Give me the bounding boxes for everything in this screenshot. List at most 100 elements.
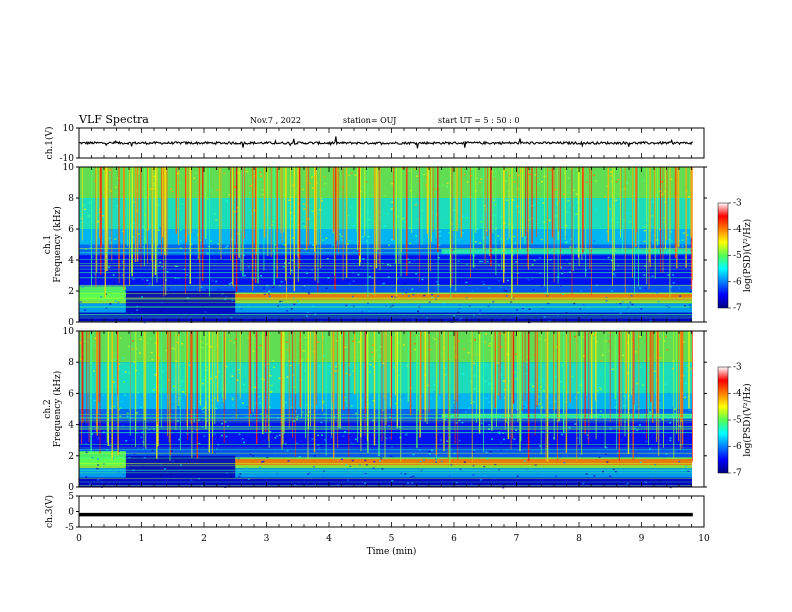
ch1-spectrogram-panel-speckle	[340, 235, 343, 238]
ch1-spectrogram-panel-speckle	[554, 215, 557, 217]
ch1-spectrogram-panel-speckle	[633, 314, 636, 317]
ch1-spectrogram-panel-speckle	[362, 223, 365, 225]
ch2-spectrogram-panel-speckle	[593, 409, 596, 412]
ch1-spectrogram-panel-speckle	[579, 308, 582, 310]
ch2-spectrogram-panel-speckle	[488, 342, 491, 345]
ch2-spectrogram-panel-speckle	[502, 430, 505, 432]
ch1-spectrogram-panel-speckle	[438, 231, 441, 233]
ch1-spectrogram-panel-speckle	[368, 275, 371, 278]
ch1-spectrogram-panel-speckle	[678, 287, 681, 289]
ch1-spectrogram-panel-speckle	[286, 310, 289, 312]
ch2-spectrogram-panel-speckle	[435, 461, 438, 463]
ch1-spectrogram-panel-speckle	[357, 241, 360, 243]
ch1-spectrogram-panel-speckle	[391, 239, 393, 241]
ch2-spectrogram-panel-speckle	[175, 360, 178, 363]
ch2-spectrogram-panel-speckle	[604, 340, 607, 342]
ch1-spectrogram-panel-speckle	[528, 173, 531, 176]
ch1-spectrogram-panel-speckle	[576, 201, 579, 203]
ch1-spectrogram-panel-ylabel-frequency: Frequency (kHz)	[52, 206, 63, 283]
ch1-spectrogram-panel-colorbar-tick-label: -6	[733, 277, 742, 287]
ch1-spectrogram-panel-speckle	[307, 179, 309, 182]
ch1-spectrogram-panel-speckle	[513, 235, 516, 238]
ch2-spectrogram-panel-speckle	[265, 415, 268, 417]
ch2-spectrogram-panel-speckle	[166, 396, 169, 399]
ch2-spectrogram-panel-speckle	[472, 474, 475, 476]
ch1-spectrogram-panel-speckle	[652, 318, 655, 320]
ch1-spectrogram-panel-speckle	[658, 267, 661, 270]
ch1-spectrogram-panel-speckle	[225, 295, 228, 298]
ch2-spectrogram-panel-speckle	[455, 481, 458, 484]
ch1-spectrogram-panel-speckle	[126, 295, 129, 297]
ch1-spectrogram-panel-speckle	[249, 185, 252, 187]
ch2-spectrogram-panel-speckle	[94, 344, 97, 347]
ch2-spectrogram-panel-speckle	[612, 468, 615, 471]
ch1-spectrogram-panel-speckle	[517, 210, 520, 213]
ch2-spectrogram-panel-speckle	[455, 422, 458, 424]
ch1-spectrogram-panel-speckle	[643, 229, 646, 232]
ch2-spectrogram-panel-speckle	[293, 386, 296, 388]
ch2-spectrogram-panel-speckle	[348, 373, 351, 376]
ch2-spectrogram-panel-speckle	[201, 341, 204, 344]
ch2-spectrogram-panel-speckle	[127, 345, 130, 348]
ch2-spectrogram-panel-speckle	[93, 399, 96, 402]
ch2-spectrogram-panel-speckle	[237, 415, 240, 417]
ch1-spectrogram-panel-speckle	[407, 295, 410, 297]
ch1-spectrogram-panel-speckle	[466, 181, 469, 183]
ch2-spectrogram-panel-speckle	[243, 383, 246, 386]
ch1-spectrogram-panel-speckle	[660, 181, 663, 183]
ch2-spectrogram-panel-speckle	[600, 360, 603, 362]
ch2-spectrogram-panel-ytick-label: 10	[63, 327, 75, 337]
ch2-spectrogram-panel-speckle	[554, 475, 557, 477]
ch1-spectrogram-panel-speckle	[225, 246, 228, 249]
ch2-spectrogram-panel-speckle	[577, 443, 580, 446]
ch2-spectrogram-panel-speckle	[525, 468, 528, 470]
ch2-spectrogram-panel-speckle	[621, 354, 624, 356]
ch2-spectrogram-panel-speckle	[89, 483, 91, 486]
ch2-spectrogram-panel-speckle	[515, 332, 518, 334]
ch2-spectrogram-panel-speckle	[294, 484, 296, 486]
ch1-spectrogram-panel-speckle	[309, 282, 312, 285]
ch1-spectrogram-panel-speckle	[304, 248, 307, 251]
ch1-spectrogram-panel-speckle	[260, 175, 262, 177]
ch2-spectrogram-panel-speckle	[291, 406, 293, 408]
ch1-spectrogram-panel-speckle	[538, 257, 541, 259]
ch1-spectrogram-panel-speckle	[475, 241, 477, 243]
ch2-spectrogram-panel-speckle	[284, 401, 287, 404]
ch1-spectrogram-panel-speckle	[253, 292, 256, 294]
ch2-spectrogram-panel-speckle	[102, 453, 105, 455]
ch2-spectrogram-panel-speckle	[372, 467, 375, 469]
ch1-spectrogram-panel-speckle	[178, 243, 181, 246]
ch1-spectrogram-panel-speckle	[678, 205, 681, 207]
ch2-spectrogram-panel-speckle	[661, 418, 664, 420]
ch2-spectrogram-panel-speckle	[322, 400, 325, 402]
ch1-spectrogram-panel-speckle	[124, 290, 127, 292]
ch1-spectrogram-panel-speckle	[508, 174, 511, 177]
ch1-spectrogram-panel-speckle	[153, 184, 156, 187]
ch1-spectrogram-panel-speckle	[112, 274, 115, 276]
ch2-spectrogram-panel-ylabel-frequency: Frequency (kHz)	[52, 371, 63, 448]
ch1-spectrogram-panel-speckle	[515, 261, 518, 263]
ch1-spectrogram-panel-speckle	[428, 229, 431, 231]
ch2-spectrogram-panel-speckle	[356, 483, 359, 486]
ch2-spectrogram-panel-speckle	[125, 440, 128, 442]
ch2-spectrogram-panel-speckle	[266, 363, 269, 365]
ch2-spectrogram-panel-speckle	[289, 364, 292, 367]
ch1-spectrogram-panel-speckle	[279, 274, 282, 276]
ch1-spectrogram-panel-speckle	[301, 188, 304, 191]
ch2-spectrogram-panel-speckle	[151, 358, 154, 361]
ch2-spectrogram-panel-speckle	[608, 332, 611, 334]
ch1-spectrogram-panel-speckle	[439, 320, 442, 322]
xtick-label: 3	[264, 534, 270, 544]
ch1-spectrogram-panel-speckle	[571, 167, 574, 170]
ch2-spectrogram-panel-speckle	[348, 439, 351, 441]
ch2-spectrogram-panel-speckle	[554, 400, 556, 403]
ch2-spectrogram-panel-speckle	[295, 418, 298, 420]
ch1-spectrogram-panel-speckle	[372, 247, 375, 249]
ch1-spectrogram-panel-speckle	[460, 317, 462, 320]
ch1-spectrogram-panel-speckle	[311, 269, 314, 271]
ch1-spectrogram-panel-speckle	[634, 271, 637, 273]
ch2-spectrogram-panel-speckle	[165, 349, 168, 352]
ch1-spectrogram-panel-speckle	[643, 240, 646, 243]
ch1-spectrogram-panel-speckle	[224, 298, 227, 301]
ch2-spectrogram-panel-speckle	[328, 468, 331, 471]
